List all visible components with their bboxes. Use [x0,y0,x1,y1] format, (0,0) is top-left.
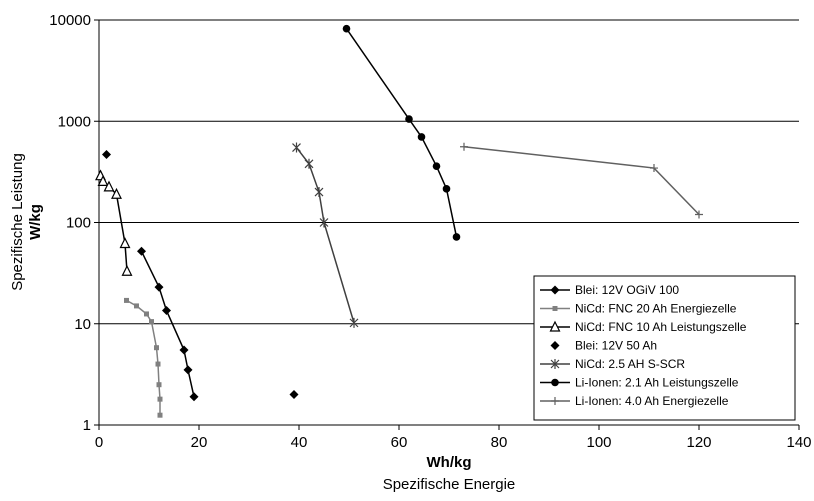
series-line [463,146,700,216]
y-tick-label: 1 [83,417,91,434]
legend-entry: Li-Ionen: 4.0 Ah Energiezelle [540,394,729,408]
y-tick-label: 10 [74,316,91,333]
data-point [144,311,149,317]
series-line [295,147,355,324]
legend-marker [551,378,559,387]
data-point [111,187,122,199]
data-point [162,306,171,316]
x-tick-label: 60 [391,434,408,451]
legend-marker [550,359,560,369]
data-point [149,319,154,325]
data-point [349,317,359,328]
data-point [154,345,159,351]
data-point [417,133,426,141]
x-axis-sublabel: Spezifische Energie [383,476,516,493]
legend-label: Blei: 12V 50 Ah [575,339,657,353]
data-point [97,174,109,186]
x-tick-label: 140 [786,434,811,451]
data-point [124,297,129,303]
data-point [342,24,351,33]
legend-label: Li-Ionen: 4.0 Ah Energiezelle [575,394,729,408]
legend-entry: Blei: 12V 50 Ah [550,339,657,353]
x-tick-label: 120 [686,434,711,451]
data-point [134,303,139,309]
data-point [650,164,658,173]
legend-entry: Blei: 12V OGiV 100 [540,283,679,297]
x-tick-label: 0 [95,434,103,451]
data-point [157,396,163,402]
legend-entry: NiCd: 2.5 AH S-SCR [540,357,685,371]
data-point [432,162,441,170]
series-line [140,250,195,397]
legend-marker [549,320,561,332]
legend-entry: NiCd: FNC 20 Ah Energiezelle [540,302,737,316]
legend-marker [550,341,560,350]
data-point [102,149,111,159]
legend-label: NiCd: 2.5 AH S-SCR [575,357,685,371]
data-point [314,187,324,198]
data-point [405,115,413,123]
data-point [695,210,703,219]
series-3 [95,169,133,276]
series-layer [95,24,703,418]
legend-label: Li-Ionen: 2.1 Ah Leistungszelle [575,376,739,390]
data-point [442,185,451,193]
data-point [103,180,115,192]
series-5 [292,142,359,328]
data-point [183,365,193,375]
data-point [319,217,329,228]
y-tick-label: 10000 [49,12,91,29]
legend-label: Blei: 12V OGiV 100 [575,283,679,297]
data-point [304,158,314,169]
data-point [460,142,468,151]
y-axis-label: W/kg [27,204,44,240]
legend: Blei: 12V OGiV 100 NiCd: FNC 20 Ah Energi… [533,275,796,421]
y-axis-sublabel: Spezifische Leistung [9,153,26,291]
legend-marker [550,285,560,295]
y-tick-label: 1000 [58,113,91,130]
y-tick-labels: 1 10 100 1000 10000 [49,12,99,434]
series-1 [137,246,199,402]
y-tick-label: 100 [66,215,91,232]
series-line [126,299,161,416]
series-2 [124,297,163,418]
legend-entry: NiCd: FNC 10 Ah Leistungszelle [540,320,747,334]
data-point [156,382,162,388]
x-tick-label: 40 [291,434,308,451]
data-point [157,412,163,418]
data-point [452,233,461,241]
x-axis-label: Wh/kg [427,454,472,471]
data-point [292,142,301,153]
legend-marker [551,397,559,405]
data-point [289,390,299,400]
series-4 [102,149,299,400]
series-line [345,28,458,238]
legend-entry: Li-Ionen: 2.1 Ah Leistungszelle [540,376,739,390]
x-tick-labels: 0 20 40 60 80 100 120 140 [95,425,812,451]
data-point [154,282,164,292]
legend-marker [552,306,558,311]
legend-label: NiCd: FNC 20 Ah Energiezelle [575,302,737,316]
data-point [189,392,199,402]
x-tick-label: 100 [586,434,611,451]
data-point [137,246,146,256]
series-7 [460,142,703,219]
series-6 [342,24,461,241]
legend-label: NiCd: FNC 10 Ah Leistungszelle [575,320,747,334]
x-tick-label: 20 [191,434,208,451]
x-tick-label: 80 [491,434,508,451]
data-point [155,361,161,367]
legend-box [533,275,796,421]
data-point [179,345,189,355]
data-point [119,237,131,249]
data-point [121,264,133,276]
